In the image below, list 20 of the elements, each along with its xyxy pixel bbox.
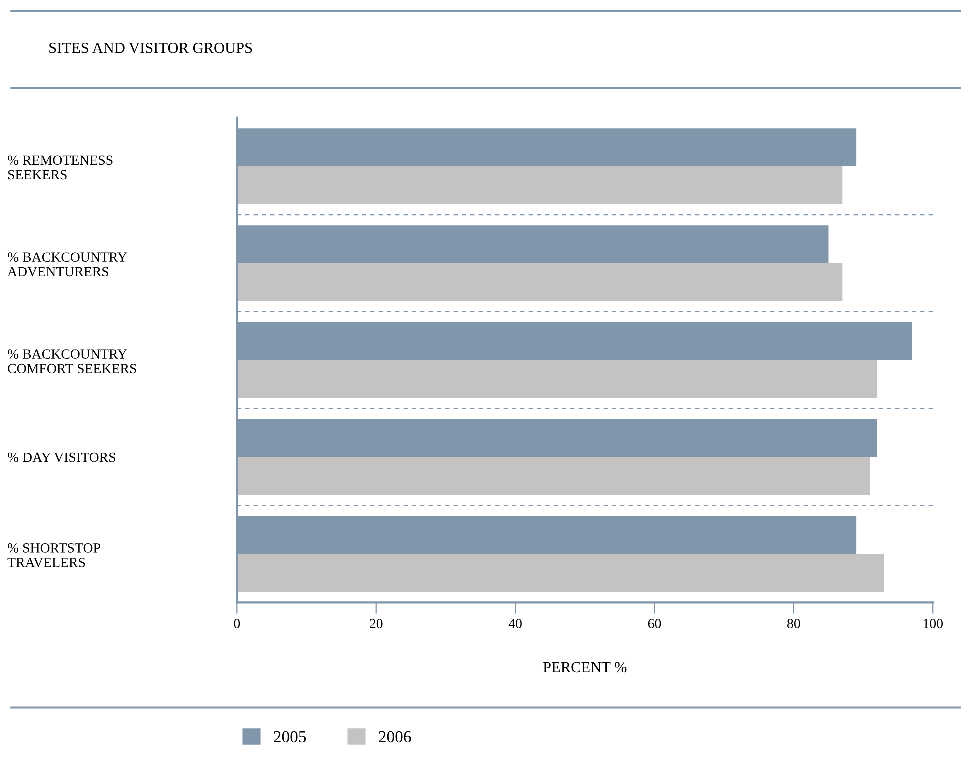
y-tick-label: % DAY VISITORS — [8, 452, 116, 462]
x-tick-label: 60 — [648, 619, 662, 628]
chart-title: SITES AND VISITOR GROUPS — [50, 43, 252, 54]
bar — [237, 360, 878, 398]
bar — [237, 554, 884, 592]
y-tick-label: % REMOTENESS SEEKERS — [8, 156, 113, 180]
x-tick-label: 40 — [508, 619, 522, 628]
x-tick-label: 80 — [788, 619, 800, 628]
y-tick-label: % BACKCOUNTRY COMFORT SEEKERS — [8, 350, 136, 374]
x-tick-label: 20 — [370, 619, 383, 628]
bar — [237, 166, 843, 204]
bar — [237, 263, 843, 302]
y-tick-label: % BACKCOUNTRY ADVENTURERS — [8, 252, 128, 277]
legend-label: 2006 — [379, 731, 412, 743]
x-tick-label: 100 — [924, 619, 944, 628]
bar — [237, 457, 870, 496]
legend-label: 2005 — [274, 731, 306, 743]
y-tick-label: % SHORTSTOP TRAVELERS — [8, 544, 100, 568]
x-tick-label: 0 — [234, 619, 240, 628]
x-axis-title: PERCENT % — [543, 662, 627, 673]
